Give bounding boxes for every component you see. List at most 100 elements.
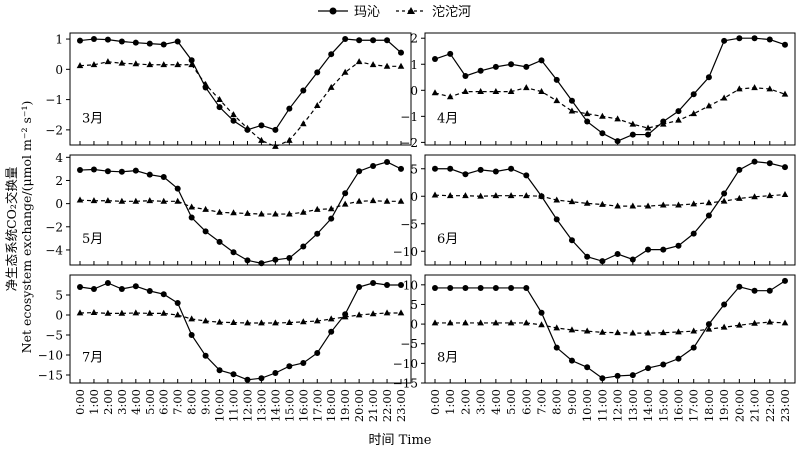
data-point-maqin (118, 38, 125, 45)
y-tick-label: −5 (45, 329, 63, 343)
legend-label-maqin: 玛沁 (354, 5, 380, 20)
data-point-tuotuohe (146, 309, 154, 316)
data-point-maqin (568, 237, 575, 244)
data-point-tuotuohe (258, 319, 265, 326)
y-tick-label: −5 (400, 337, 418, 351)
data-point-maqin (160, 291, 167, 298)
data-point-tuotuohe (355, 311, 363, 318)
data-point-maqin (599, 130, 606, 137)
x-tick-label: 17:00 (310, 389, 324, 422)
data-point-tuotuohe (583, 110, 591, 117)
panel-month-label: 7月 (82, 350, 103, 365)
data-point-maqin (629, 131, 636, 138)
data-point-tuotuohe (477, 88, 484, 95)
data-point-tuotuohe (477, 319, 484, 326)
data-point-tuotuohe (174, 311, 181, 318)
data-point-maqin (660, 246, 667, 253)
data-point-maqin (599, 375, 606, 382)
data-point-tuotuohe (568, 107, 576, 114)
x-tick-label: 19:00 (717, 389, 731, 422)
data-point-maqin (216, 367, 223, 374)
data-point-maqin (244, 376, 251, 383)
x-tick-label: 10:00 (580, 389, 594, 422)
data-point-maqin (230, 371, 237, 378)
data-point-tuotuohe (383, 62, 391, 69)
data-point-tuotuohe (766, 192, 774, 199)
panel-frame (69, 154, 412, 266)
data-point-tuotuohe (300, 208, 307, 215)
data-point-maqin (202, 352, 209, 359)
data-point-maqin (523, 284, 530, 291)
data-point-maqin (751, 35, 758, 42)
data-point-maqin (272, 126, 279, 133)
data-point-maqin (538, 57, 545, 64)
data-point-maqin (675, 355, 682, 362)
data-point-maqin (77, 37, 83, 44)
data-point-tuotuohe (174, 197, 181, 204)
data-point-tuotuohe (230, 209, 237, 216)
data-point-tuotuohe (90, 197, 98, 204)
data-point-tuotuohe (538, 88, 545, 95)
data-point-tuotuohe (553, 196, 561, 203)
data-point-tuotuohe (160, 61, 168, 68)
x-tick-label: 11:00 (595, 389, 609, 422)
series-tuotuohe (431, 318, 789, 336)
y-axis-title: 净生态系统CO₂交换量 Net ecosystem exchange/(μmol… (4, 101, 34, 354)
panel-1: 1 0 −1 −2 3月 (45, 32, 412, 149)
series-line-maqin (434, 37, 786, 142)
data-point-tuotuohe (446, 192, 454, 199)
data-point-tuotuohe (230, 111, 237, 118)
data-point-maqin (146, 40, 153, 47)
x-tick-label: 10:00 (213, 389, 227, 422)
data-point-maqin (553, 76, 560, 83)
data-point-tuotuohe (397, 309, 405, 316)
series-line-maqin (435, 160, 786, 262)
y-tick-label: −4 (45, 243, 63, 257)
panel-month-label: 5月 (82, 232, 103, 247)
data-point-tuotuohe (659, 329, 667, 336)
x-tick-label: 9:00 (199, 389, 213, 415)
data-point-maqin (492, 284, 499, 291)
data-point-tuotuohe (599, 200, 606, 207)
data-point-maqin (614, 372, 621, 379)
y-tick-label: 0 (55, 197, 63, 211)
data-point-tuotuohe (568, 326, 576, 333)
data-point-tuotuohe (720, 94, 728, 101)
panel-2: 2 1 0 −1 −2 4月 (400, 32, 796, 150)
data-point-tuotuohe (751, 319, 758, 326)
data-point-tuotuohe (341, 313, 349, 320)
y-tick-label: 10 (403, 278, 418, 292)
data-point-tuotuohe (705, 199, 713, 206)
data-point-tuotuohe (553, 97, 561, 104)
y-tick-label: 2 (55, 174, 63, 188)
data-point-tuotuohe (160, 309, 168, 316)
data-point-maqin (782, 164, 788, 171)
panel-frame (69, 274, 412, 384)
data-point-maqin (736, 283, 743, 290)
x-tick-label: 8:00 (185, 389, 199, 415)
data-point-tuotuohe (327, 315, 335, 322)
data-point-maqin (782, 277, 788, 284)
data-point-tuotuohe (132, 60, 140, 67)
data-point-maqin (492, 168, 499, 175)
data-point-maqin (118, 286, 125, 292)
data-point-maqin (300, 360, 307, 366)
data-point-maqin (766, 287, 773, 294)
x-tick-label: 6:00 (519, 389, 533, 415)
data-point-tuotuohe (272, 142, 279, 149)
data-point-maqin (384, 158, 391, 165)
data-point-maqin (690, 91, 697, 98)
data-point-maqin (132, 167, 139, 174)
series-maqin (432, 35, 788, 145)
data-point-maqin (202, 228, 209, 235)
y-tick-label: −10 (393, 357, 418, 371)
data-point-tuotuohe (341, 200, 349, 207)
y-tick-label: −15 (393, 377, 418, 391)
data-point-tuotuohe (675, 116, 682, 123)
data-point-maqin (751, 287, 758, 294)
data-point-tuotuohe (146, 61, 154, 68)
data-point-maqin (462, 284, 469, 291)
x-tick-label: 2:00 (101, 389, 115, 415)
data-point-tuotuohe (355, 197, 363, 204)
data-point-maqin (614, 251, 621, 257)
